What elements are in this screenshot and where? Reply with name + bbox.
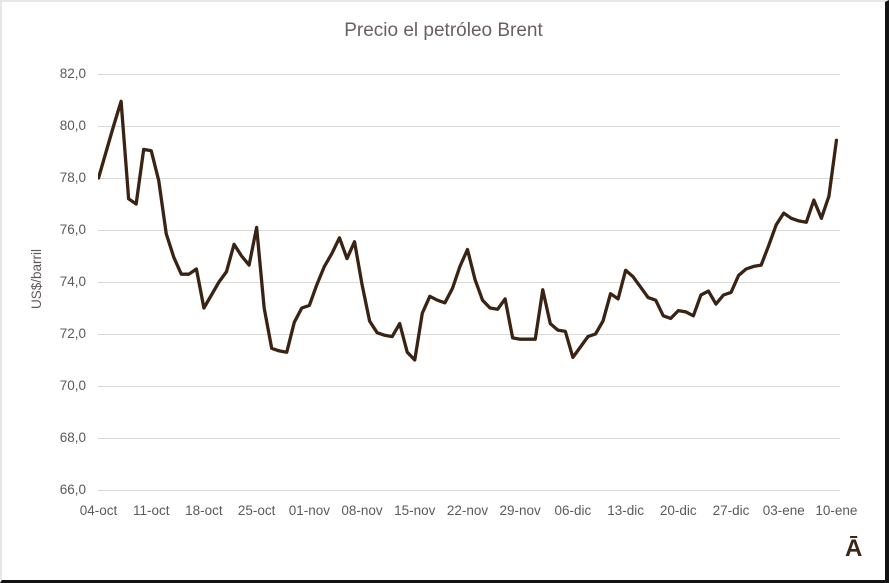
x-tick-label: 22-nov bbox=[446, 503, 489, 518]
gridline bbox=[98, 438, 840, 439]
y-tick-label: 76,0 bbox=[59, 222, 86, 237]
x-tick-label: 04-oct bbox=[79, 503, 118, 518]
x-tick-label: 08-nov bbox=[341, 503, 383, 518]
y-tick-label: 68,0 bbox=[59, 430, 86, 445]
chart-title: Precio el petróleo Brent bbox=[344, 20, 543, 41]
gridline bbox=[98, 386, 840, 387]
x-tick-label: 15-nov bbox=[394, 503, 436, 518]
y-tick-label: 72,0 bbox=[59, 326, 86, 341]
x-tick-label: 20-dic bbox=[659, 503, 697, 518]
x-tick-label: 01-nov bbox=[288, 503, 330, 518]
gridline bbox=[98, 126, 840, 127]
gridline bbox=[98, 334, 840, 335]
y-tick-label: 74,0 bbox=[59, 274, 86, 289]
x-tick-label: 10-ene bbox=[815, 503, 858, 518]
y-tick-label: 80,0 bbox=[59, 118, 86, 133]
x-tick-label: 25-oct bbox=[237, 503, 276, 518]
gridline bbox=[98, 282, 840, 283]
y-tick-label: 78,0 bbox=[59, 170, 86, 185]
y-tick-label: 82,0 bbox=[59, 66, 86, 81]
plot-area bbox=[98, 99, 839, 362]
gridline bbox=[98, 178, 840, 179]
y-tick-label: 66,0 bbox=[59, 482, 86, 497]
gridline bbox=[98, 74, 840, 75]
x-tick-label: 27-dic bbox=[712, 503, 750, 518]
x-tick-label: 13-dic bbox=[607, 503, 644, 518]
gridline bbox=[98, 230, 840, 231]
x-tick-label: 29-nov bbox=[499, 503, 541, 518]
x-tick-label: 03-ene bbox=[762, 503, 805, 518]
x-tick-label: 11-oct bbox=[132, 503, 170, 518]
y-tick-label: 70,0 bbox=[59, 378, 86, 393]
footer-a-macron-symbol: Ā bbox=[845, 535, 863, 562]
x-tick-label: 18-oct bbox=[185, 503, 223, 518]
brent-price-line bbox=[98, 99, 839, 362]
gridline bbox=[98, 490, 840, 491]
x-tick-label: 06-dic bbox=[554, 503, 592, 518]
